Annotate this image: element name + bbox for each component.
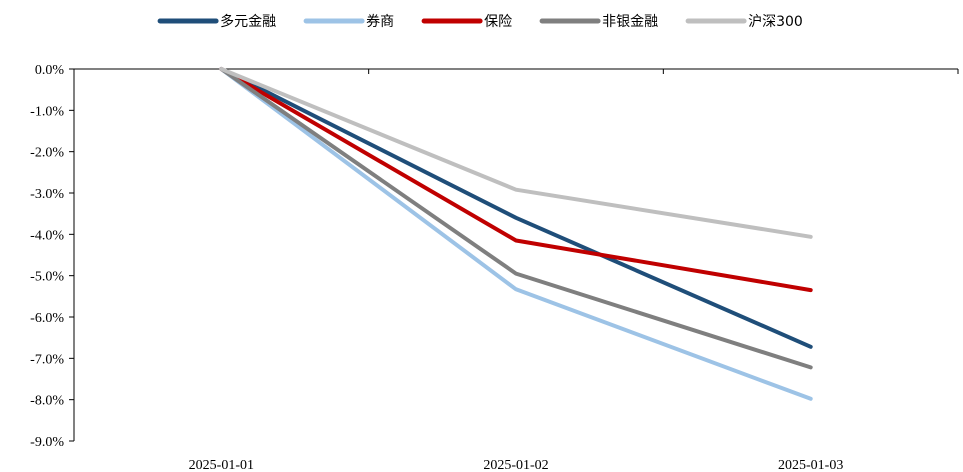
x-tick-label: 2025-01-01 xyxy=(189,458,254,472)
y-tick-label: 0.0% xyxy=(35,63,65,78)
series-line-3 xyxy=(219,67,813,370)
x-tick-label: 2025-01-02 xyxy=(483,458,548,472)
legend-item: 券商 xyxy=(303,14,394,30)
y-tick-label: -6.0% xyxy=(30,311,64,326)
y-tick-label: -8.0% xyxy=(30,394,64,409)
legend-label: 券商 xyxy=(366,14,394,30)
legend-label: 沪深300 xyxy=(748,14,803,30)
y-tick-label: -9.0% xyxy=(30,435,64,450)
legend-item: 沪深300 xyxy=(685,14,803,30)
x-axis: 2025-01-01 2025-01-02 2025-01-03 xyxy=(73,68,959,472)
y-tick-label: -3.0% xyxy=(30,187,64,202)
y-axis: 0.0% -1.0% -2.0% -3.0% -4.0% -5.0% -6.0% -7.0% -… xyxy=(30,63,75,450)
y-tick-label: -4.0% xyxy=(30,228,64,243)
x-tick-label: 2025-01-03 xyxy=(778,458,843,472)
y-tick-label: -2.0% xyxy=(30,146,64,161)
legend-label: 保险 xyxy=(484,14,512,30)
y-tick-label: -7.0% xyxy=(30,352,64,367)
series-line-0 xyxy=(219,67,813,349)
y-tick-label: -1.0% xyxy=(30,104,64,119)
series-lines xyxy=(219,67,813,401)
y-tick-label: -5.0% xyxy=(30,270,64,285)
legend: 多元金融 券商 保险 非银金融 沪深300 xyxy=(157,13,803,30)
series-line-1 xyxy=(219,67,813,401)
legend-item: 多元金融 xyxy=(157,13,276,30)
legend-item: 非银金融 xyxy=(539,14,658,30)
series-line-4 xyxy=(219,67,813,239)
legend-item: 保险 xyxy=(421,14,512,30)
legend-label: 非银金融 xyxy=(602,14,658,30)
series-line-2 xyxy=(219,67,813,293)
legend-label: 多元金融 xyxy=(220,13,276,30)
